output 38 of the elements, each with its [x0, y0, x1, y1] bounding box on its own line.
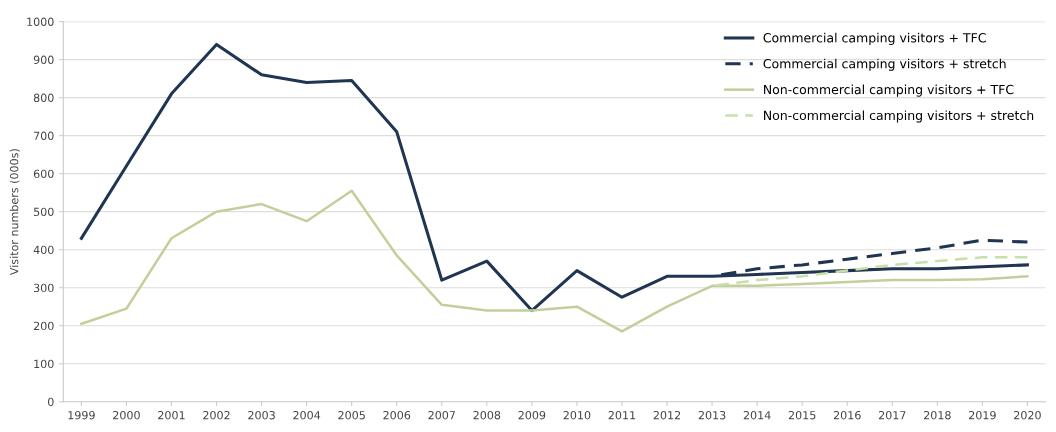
x-tick-label: 2004	[293, 410, 321, 420]
y-tick-label: 700	[34, 131, 54, 141]
y-tick-label: 500	[33, 207, 54, 217]
x-tick-label: 1999	[68, 410, 95, 420]
x-tick-label: 2005	[338, 410, 365, 420]
x-tick-label: 2020	[1014, 410, 1041, 420]
y-tick-label: 200	[33, 321, 54, 331]
y-tick-label: 1000	[27, 17, 54, 26]
legend-label: Non-commercial camping visitors + TFC	[764, 84, 1014, 97]
x-tick-label: 2010	[563, 410, 591, 420]
x-tick-label: 2011	[608, 410, 636, 420]
y-tick-label: 100	[34, 359, 54, 369]
y-tick-label: 400	[33, 245, 54, 255]
x-tick-label: 2012	[653, 410, 681, 420]
x-tick-label: 2008	[473, 410, 501, 420]
x-tick-label: 2015	[788, 410, 816, 420]
legend-label: Commercial camping visitors + stretch	[763, 58, 1006, 71]
y-tick-label: 800	[33, 93, 54, 103]
legend-label: Non-commercial camping visitors + stretch	[764, 110, 1034, 123]
x-tick-label: 2000	[113, 410, 140, 420]
y-tick-label: 900	[33, 55, 54, 64]
y-tick-label: 600	[33, 169, 54, 179]
x-tick-label: 2018	[924, 410, 951, 420]
x-tick-label: 2009	[518, 410, 546, 420]
y-axis-title: Visitor numbers (000s)	[9, 149, 20, 276]
x-tick-label: 2017	[878, 410, 906, 420]
y-tick-label: 300	[33, 283, 54, 293]
x-tick-label: 2019	[969, 410, 996, 420]
x-tick-label: 2001	[158, 410, 185, 420]
x-tick-label: 2014	[743, 410, 771, 420]
x-tick-label: 2003	[248, 410, 275, 420]
x-tick-label: 2007	[428, 410, 455, 420]
legend-label: Commercial camping visitors + TFC	[763, 32, 986, 45]
y-tick-label: 0	[48, 397, 54, 407]
x-tick-label: 2006	[383, 410, 411, 420]
x-tick-label: 2013	[698, 410, 726, 420]
x-tick-label: 2002	[203, 410, 230, 420]
x-tick-label: 2016	[833, 410, 861, 420]
